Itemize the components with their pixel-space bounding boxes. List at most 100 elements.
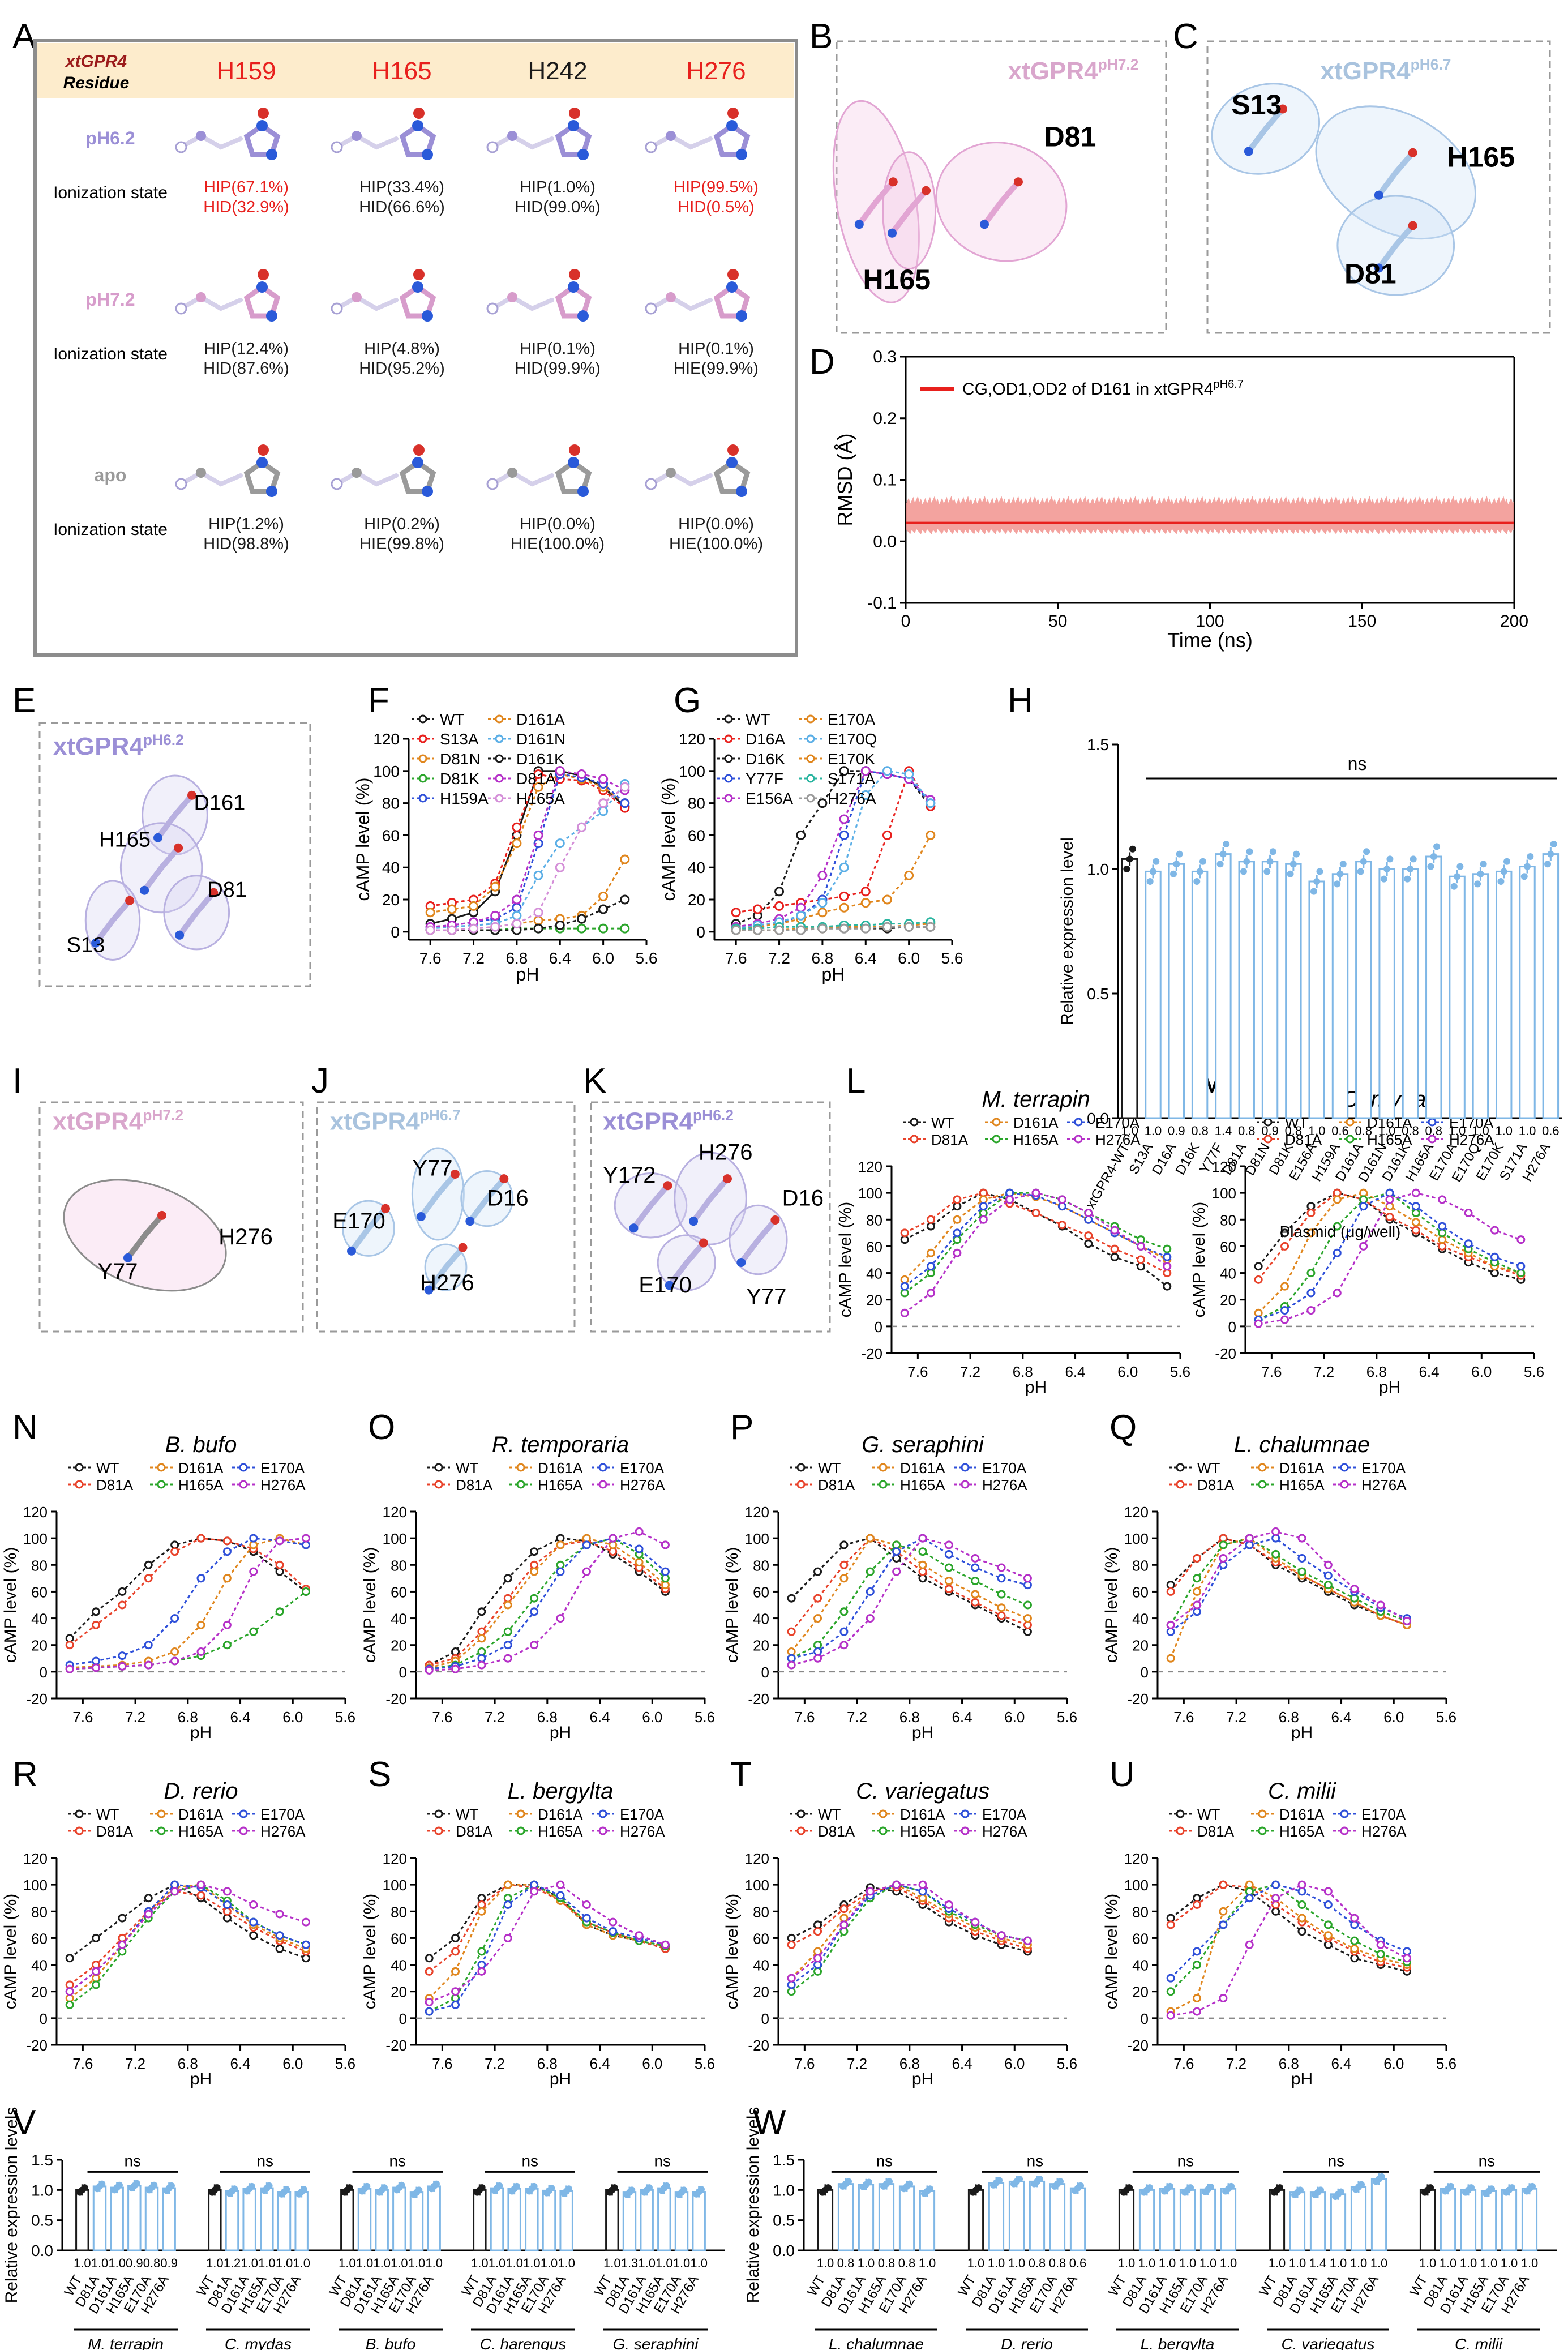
replicate-dot <box>1500 868 1507 875</box>
data-point-E170A <box>222 1547 232 1556</box>
legend-label-E170A: E170A <box>1361 1459 1406 1476</box>
category-label: D81N <box>1243 1141 1273 1179</box>
legend-marker <box>910 1118 919 1127</box>
oxygen-atom <box>450 1170 460 1179</box>
series-line-S13A <box>430 773 626 907</box>
legend-label-D81A: D81A <box>818 1823 855 1840</box>
data-point-H276A <box>144 1660 153 1670</box>
data-point-H165A <box>65 2000 74 2009</box>
legend-label-H165A: H165A <box>900 1823 945 1840</box>
ionization-hid: HIE(100.0%) <box>669 535 763 553</box>
y-tick-label: 20 <box>1132 1637 1149 1654</box>
y-tick-label: 60 <box>1132 1583 1149 1600</box>
y-axis-label: cAMP level (%) <box>723 1894 742 2010</box>
y-tick-label: 0.0 <box>1087 1110 1109 1127</box>
x-axis-label: pH <box>912 1723 933 1742</box>
bar-H276A <box>162 2187 176 2251</box>
bar-D81A <box>622 2191 637 2251</box>
data-point-H276A <box>1245 1940 1254 1949</box>
legend-marker <box>879 1463 888 1472</box>
replicate-dot <box>645 2184 653 2191</box>
legend-marker <box>239 1463 248 1472</box>
x-tick-label: 6.4 <box>1419 1363 1439 1380</box>
data-point-D81A <box>1254 1275 1263 1284</box>
plasmid-amount: 1.0 <box>293 2256 310 2270</box>
data-point-H165A <box>533 908 543 918</box>
series-line-H165A <box>791 1884 1028 1992</box>
data-point-H276A <box>530 1641 539 1650</box>
plasmid-amount: 1.4 <box>1309 2256 1327 2270</box>
data-point-WT <box>556 1534 565 1543</box>
data-point-E170A <box>477 1654 486 1663</box>
data-point-E170A <box>926 830 936 840</box>
series-line-WT <box>1170 1537 1407 1626</box>
data-point-E170Q <box>860 790 871 800</box>
data-point-H165A <box>1023 1600 1032 1610</box>
replicate-dot <box>1480 861 1487 868</box>
x-tick-label: 6.4 <box>855 949 877 967</box>
data-point-WT <box>787 1933 796 1942</box>
bar-D16K <box>1191 870 1209 1119</box>
data-point-H165A <box>787 1987 796 1996</box>
legend-marker <box>495 734 504 743</box>
legend-label-D81A: D81A <box>818 1476 855 1493</box>
data-point-E170A <box>1297 1554 1306 1563</box>
data-point-H165A <box>1323 1581 1333 1590</box>
y-tick-label: 120 <box>383 1504 407 1521</box>
oxygen-atom <box>723 1174 732 1184</box>
atom <box>196 292 206 302</box>
x-tick-label: 6.8 <box>1279 1709 1299 1726</box>
bar-E156A <box>1308 880 1325 1119</box>
data-point-E170A <box>1385 1188 1394 1197</box>
data-point-E170Q <box>839 862 849 872</box>
ionization-hip: HIP(0.2%) <box>364 515 440 533</box>
legend-label-S171A: S171A <box>828 770 875 787</box>
data-point-WT <box>1084 1239 1093 1248</box>
replicate-dot <box>1497 878 1505 885</box>
data-point-WT <box>817 798 828 808</box>
series-line-H276A <box>429 1884 666 2003</box>
series-line-H276A <box>70 1537 306 1670</box>
legend-label-D161A: D161A <box>516 710 565 728</box>
legend-marker <box>1258 1463 1267 1472</box>
state-label-pH6.2: pH6.2 <box>85 128 135 148</box>
bar-E170A <box>409 2191 424 2251</box>
atom-n <box>736 310 747 322</box>
bar-D81A <box>490 2187 504 2251</box>
x-tick-label: 6.4 <box>1065 1363 1085 1380</box>
data-point-D161A <box>65 1994 74 2002</box>
data-point-D161A <box>451 1967 460 1976</box>
data-point-D161A <box>900 1275 909 1284</box>
y-tick-label: 1.0 <box>1087 861 1109 878</box>
panel-letter-N: N <box>12 1408 38 1447</box>
data-point-WT <box>92 1607 101 1616</box>
x-axis-label: pH <box>550 1723 571 1742</box>
y-tick-label: 80 <box>866 1212 882 1228</box>
ionization-hip: HIP(1.0%) <box>520 178 596 196</box>
significance-label: ns <box>654 2152 671 2169</box>
data-point-D16A <box>774 901 785 911</box>
bar-WT <box>817 2189 834 2251</box>
legend-label-H159A: H159A <box>440 790 489 807</box>
data-point-H165A <box>512 919 522 929</box>
data-point-D81A <box>1163 1269 1172 1278</box>
y-tick-label: 0.0 <box>873 532 897 551</box>
replicate-dot <box>1527 853 1534 860</box>
series-line-H276A <box>736 926 931 931</box>
residue-stick <box>155 792 195 841</box>
imidazole-ring <box>399 284 436 319</box>
nitrogen-atom <box>736 1258 746 1267</box>
y-tick-label: 60 <box>753 1930 769 1947</box>
plasmid-amount: 1.0 <box>1138 2256 1156 2270</box>
y-tick-label: 40 <box>391 1611 407 1628</box>
data-point-E170A <box>92 1656 101 1666</box>
nitrogen-atom <box>689 1217 698 1226</box>
legend-marker <box>157 1826 166 1835</box>
replicate-dot <box>1263 868 1271 875</box>
x-tick-label: 7.2 <box>485 2055 505 2072</box>
data-point-E170A <box>997 1574 1006 1583</box>
y-tick-label: 60 <box>391 1583 407 1600</box>
series-line-H276A <box>1170 1530 1408 1626</box>
data-point-E170A <box>118 1651 127 1660</box>
histidine-structure-icon <box>331 108 436 160</box>
